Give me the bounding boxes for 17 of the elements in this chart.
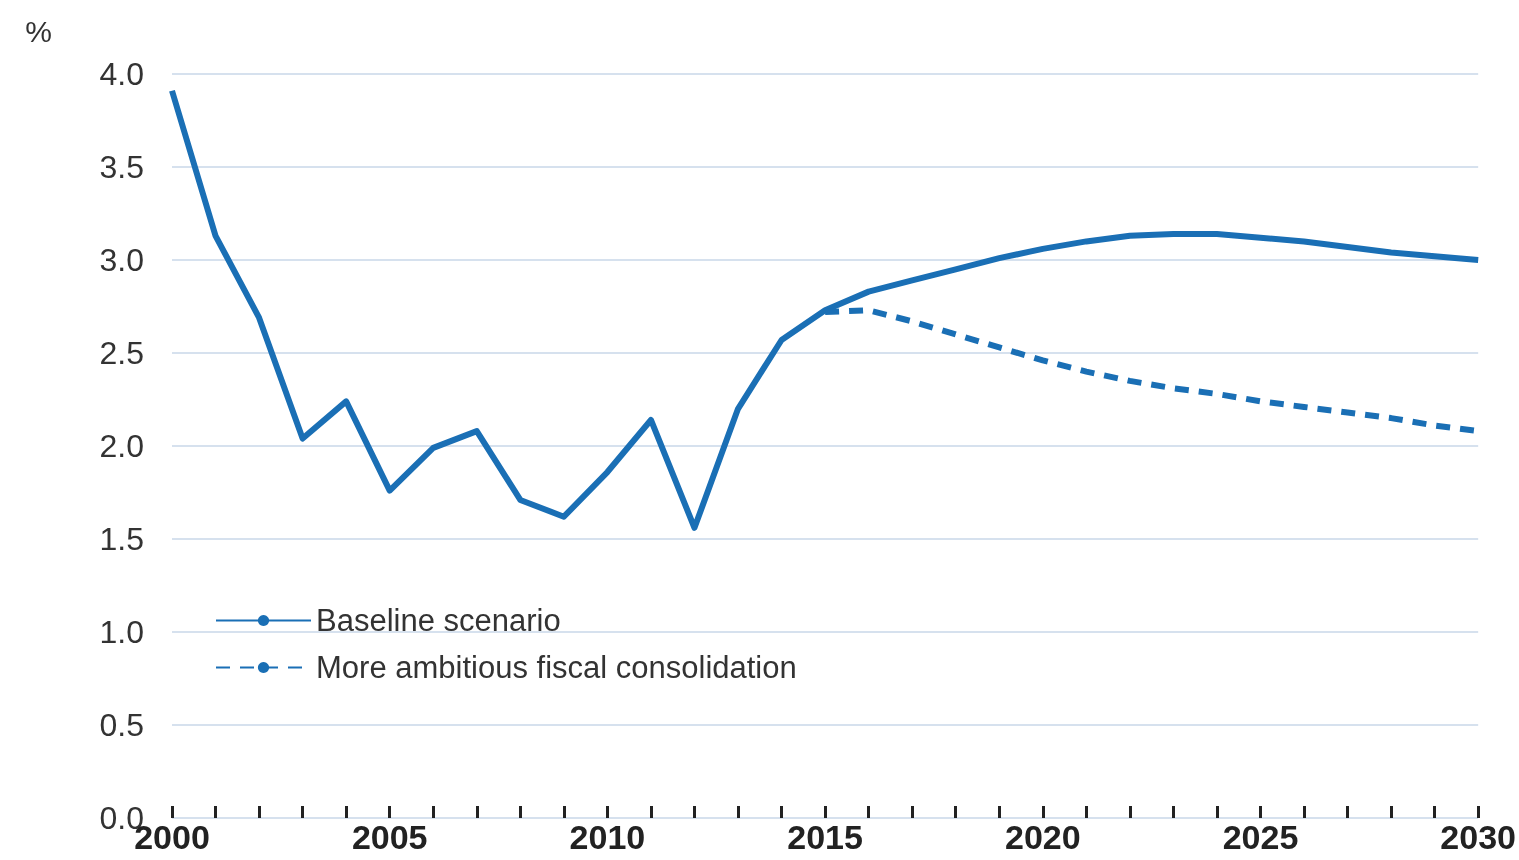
x-tick-label: 2015 xyxy=(787,818,863,856)
legend-label: More ambitious fiscal consolidation xyxy=(316,650,797,685)
x-tick-label: 2010 xyxy=(569,818,646,856)
y-tick-label: 4.0 xyxy=(99,56,144,92)
x-tick-label: 2005 xyxy=(351,818,428,856)
x-tick-label: 2025 xyxy=(1222,818,1299,856)
y-axis-title: % xyxy=(25,14,52,48)
y-tick-label: 2.5 xyxy=(99,335,144,371)
x-tick-label: 2030 xyxy=(1440,818,1516,856)
x-tick-label: 2020 xyxy=(1004,818,1081,856)
y-tick-label: 1.0 xyxy=(99,614,144,650)
legend-label: Baseline scenario xyxy=(316,603,561,638)
y-tick-label: 0.5 xyxy=(99,707,144,743)
y-tick-label: 1.5 xyxy=(99,521,144,557)
y-tick-label: 3.0 xyxy=(99,242,144,278)
y-tick-label: 2.0 xyxy=(99,428,144,464)
y-tick-label: 3.5 xyxy=(99,149,144,185)
